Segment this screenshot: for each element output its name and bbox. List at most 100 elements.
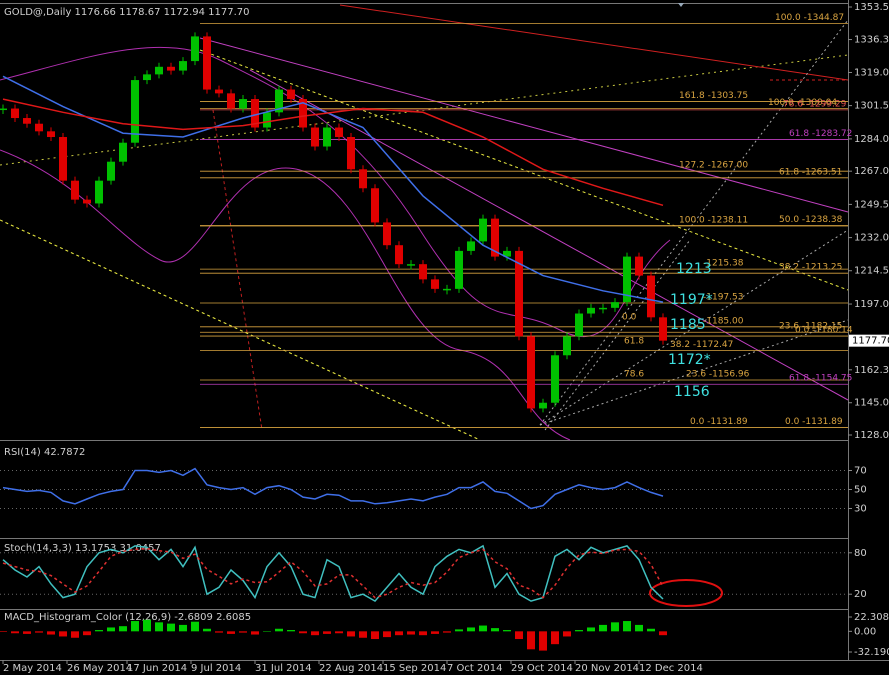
x-tick-label: 17 Jun 2014 <box>127 663 187 674</box>
histogram-bar <box>647 628 655 632</box>
x-tick-label: 2 May 2014 <box>3 663 62 674</box>
candle <box>95 180 103 204</box>
fib-mark: 61.8 <box>624 337 644 347</box>
y-tick-label: 80 <box>854 548 867 559</box>
candle <box>203 36 211 90</box>
candle <box>143 74 151 81</box>
candle <box>0 108 7 111</box>
fib-label: 0.0 -1131.89 <box>690 417 748 427</box>
histogram-bar <box>635 624 643 632</box>
panel-title: MACD_Histogram_Color (12,26,9) -2.6809 2… <box>4 612 251 623</box>
histogram-bar <box>155 622 163 632</box>
candle <box>659 317 667 341</box>
histogram-bar <box>467 627 475 632</box>
level-label: 1213 <box>676 261 712 277</box>
channel-line <box>199 37 849 213</box>
fib-mark: 78.6 <box>624 370 644 380</box>
candle <box>23 118 31 124</box>
panel-frames <box>0 0 889 661</box>
histogram-bar <box>95 630 103 632</box>
panel-title: RSI(14) 42.7872 <box>4 447 85 458</box>
candle <box>527 336 535 409</box>
candle <box>551 355 559 403</box>
candle <box>11 108 19 119</box>
y-tick-label: 50 <box>854 485 867 496</box>
x-tick-label: 22 Aug 2014 <box>319 663 383 674</box>
y-tick-label: 1214.55 <box>854 266 889 277</box>
x-tick-label: 9 Jul 2014 <box>191 663 241 674</box>
fib-label: 61.8 -1283.72 <box>789 129 852 139</box>
bollinger-band <box>0 149 571 441</box>
indicator-line <box>2 467 664 510</box>
candle <box>419 264 427 280</box>
y-tick-label: 1128.00 <box>854 430 889 441</box>
level-label: 1185 <box>670 317 706 333</box>
candle <box>407 264 415 266</box>
candle <box>323 127 331 147</box>
candle <box>239 99 247 109</box>
histogram-bar <box>539 631 547 651</box>
fib-label: 78.6 -1299.29 <box>783 99 847 109</box>
histogram-bar <box>491 628 499 632</box>
histogram-bar <box>71 631 79 638</box>
histogram-bar <box>275 628 283 632</box>
candle <box>599 307 607 310</box>
last-price-box <box>849 334 889 347</box>
histogram-bar <box>251 631 259 635</box>
candle <box>587 307 595 314</box>
fib-mark: 0.0 <box>622 313 637 323</box>
candle <box>263 112 271 128</box>
x-tick-label: 7 Oct 2014 <box>447 663 502 674</box>
candle <box>371 188 379 223</box>
candle <box>335 127 343 138</box>
last-price-label: 1177.70 <box>852 336 889 347</box>
fib-label: 100.0 -1238.11 <box>679 216 748 226</box>
y-tick-label: 1145.00 <box>854 398 889 409</box>
histogram-bar <box>83 631 91 636</box>
candle <box>431 279 439 289</box>
level-label: 1197* <box>670 292 713 308</box>
y-tick-label: 20 <box>854 589 867 600</box>
histogram-bar <box>323 631 331 634</box>
candle <box>275 89 283 113</box>
y-tick-label: 1249.50 <box>854 199 889 210</box>
candle <box>107 161 115 181</box>
fib-label: 61.8 -1263.51 <box>779 167 842 177</box>
candle <box>443 288 451 291</box>
histogram-bar <box>527 631 535 650</box>
histogram-bar <box>119 626 127 632</box>
channel-line <box>249 69 849 401</box>
candle <box>299 99 307 128</box>
candle <box>383 222 391 246</box>
candle <box>467 241 475 251</box>
indicator-line <box>2 547 664 599</box>
fib-label: 61.8 -1154.75 <box>789 374 852 384</box>
candle <box>287 89 295 100</box>
y-tick-label: 1284.00 <box>854 134 889 145</box>
y-tick-label: 1336.35 <box>854 35 889 46</box>
candle <box>479 218 487 242</box>
histogram-bar <box>347 631 355 637</box>
fib-label: -1197.53 <box>703 293 743 303</box>
candle <box>83 199 91 204</box>
candle <box>647 275 655 318</box>
trend-line <box>0 219 481 441</box>
histogram-bar <box>179 624 187 632</box>
candle <box>179 61 187 71</box>
highlight-ellipse <box>649 579 723 607</box>
fib-label: 38.2 -1172.47 <box>670 340 733 350</box>
histogram-bar <box>0 631 7 632</box>
histogram-bar <box>395 631 403 636</box>
histogram-bar <box>311 631 319 636</box>
fib-label: 161.8 -1303.75 <box>679 91 748 101</box>
histogram-bar <box>503 630 511 632</box>
x-tick-label: 29 Oct 2014 <box>511 663 573 674</box>
candle <box>251 99 259 128</box>
fib-label: -1185.00 <box>703 316 744 326</box>
x-tick-label: 12 Dec 2014 <box>639 663 703 674</box>
histogram-bar <box>215 631 223 633</box>
x-tick-label: 31 Jul 2014 <box>255 663 312 674</box>
candle <box>47 131 55 138</box>
